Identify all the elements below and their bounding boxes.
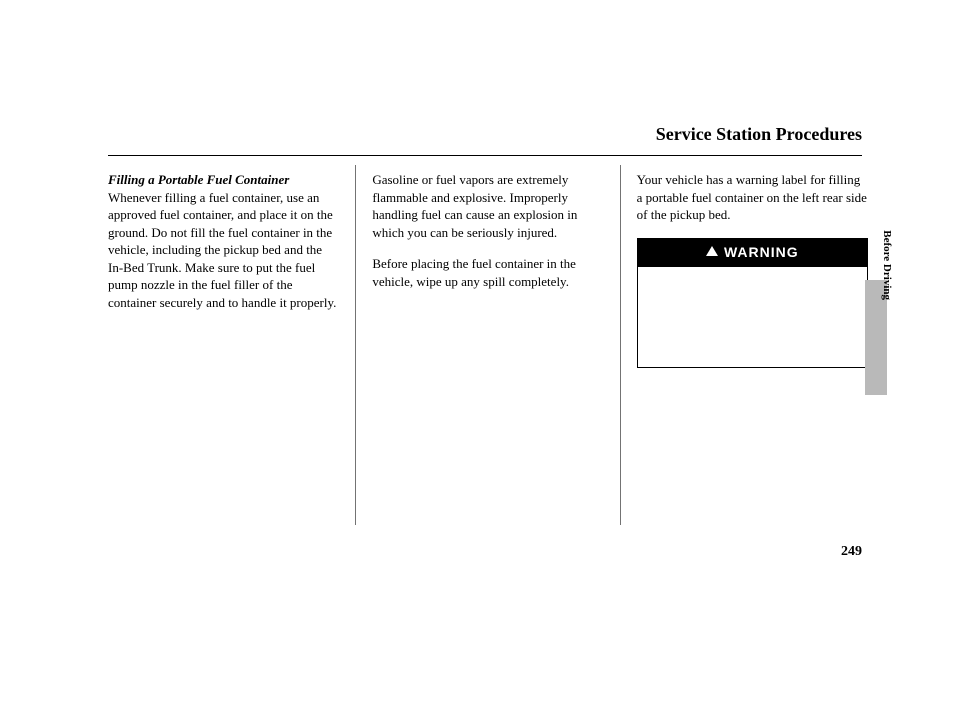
col2-paragraph-2: Before placing the fuel container in the… [372, 255, 603, 290]
warning-label-box: WARNING [637, 238, 868, 368]
col3-intro-text: Your vehicle has a warning label for fil… [637, 171, 868, 224]
page-number: 249 [841, 544, 862, 560]
column-3: Your vehicle has a warning label for fil… [621, 165, 868, 525]
content-columns: Filling a Portable Fuel Container Whenev… [108, 165, 868, 525]
column-divider [620, 165, 621, 525]
header-rule [108, 155, 862, 156]
warning-header: WARNING [638, 239, 867, 267]
column-1: Filling a Portable Fuel Container Whenev… [108, 165, 355, 525]
manual-page: Service Station Procedures Filling a Por… [0, 0, 954, 710]
warning-triangle-icon [706, 246, 718, 256]
col2-paragraph-1: Gasoline or fuel vapors are extremely fl… [372, 171, 603, 241]
col1-subheading: Filling a Portable Fuel Container [108, 172, 289, 187]
column-2: Gasoline or fuel vapors are extremely fl… [356, 165, 619, 525]
warning-text: WARNING [724, 243, 799, 262]
col1-paragraph: Filling a Portable Fuel Container Whenev… [108, 171, 339, 311]
col1-body-text: Whenever filling a fuel container, use a… [108, 190, 336, 310]
column-divider [355, 165, 356, 525]
page-title: Service Station Procedures [656, 124, 862, 145]
section-tab-label: Before Driving [881, 230, 893, 300]
